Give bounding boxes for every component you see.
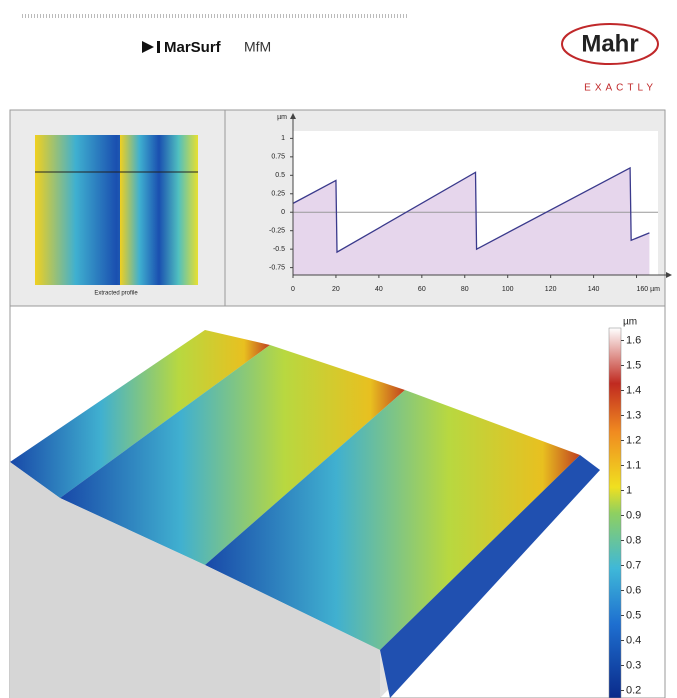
y-axis-label: µm (277, 114, 287, 121)
x-tick-label: 40 (375, 286, 383, 293)
y-tick-label: 0.75 (271, 154, 285, 161)
colorbar-tick-label: 0.2 (626, 684, 641, 696)
colorbar-tick-label: 0.9 (626, 509, 641, 521)
x-tick-label: 160 µm (637, 286, 661, 293)
x-tick-label: 0 (291, 286, 295, 293)
y-tick-label: -0.75 (269, 264, 285, 271)
tagline: EXACTLY (584, 83, 657, 94)
y-tick-label: -0.25 (269, 228, 285, 235)
colorbar-tick-label: 1.2 (626, 434, 641, 446)
colorbar-tick-label: 0.6 (626, 584, 641, 596)
colorbar-tick-label: 0.8 (626, 534, 641, 546)
y-tick-label: -0.5 (273, 246, 285, 253)
colorbar-tick-label: 0.4 (626, 634, 641, 646)
x-tick-label: 20 (332, 286, 340, 293)
thumbnail-caption: Extracted profile (94, 291, 138, 297)
page: MarSurf MfM Mahr EXACTLY Extracted profi… (0, 0, 677, 698)
brand: Mahr (581, 30, 638, 57)
y-tick-label: 0 (281, 209, 285, 216)
x-tick-label: 140 (588, 286, 600, 293)
colorbar-tick-label: 0.3 (626, 659, 641, 671)
product-suffix: MfM (244, 39, 271, 55)
colorbar-tick-label: 1.4 (626, 384, 641, 396)
y-tick-label: 0.5 (275, 172, 285, 179)
colorbar (609, 328, 621, 698)
arrow-icon (142, 41, 154, 53)
colorbar-tick-label: 1.3 (626, 409, 641, 421)
colorbar-tick-label: 0.7 (626, 559, 641, 571)
colorbar-tick-label: 0.5 (626, 609, 641, 621)
y-tick-label: 1 (281, 135, 285, 142)
colorbar-tick-label: 1.1 (626, 459, 641, 471)
colorbar-tick-label: 1.6 (626, 334, 641, 346)
colorbar-tick-label: 1 (626, 484, 632, 496)
x-arrow (666, 272, 672, 278)
x-tick-label: 80 (461, 286, 469, 293)
bar-icon (157, 41, 160, 53)
x-tick-label: 100 (502, 286, 514, 293)
x-tick-label: 60 (418, 286, 426, 293)
x-tick-label: 120 (545, 286, 557, 293)
product-name: MarSurf (164, 39, 222, 56)
colorbar-tick-label: 1.5 (626, 359, 641, 371)
y-tick-label: 0.25 (271, 191, 285, 198)
colorbar-label: µm (623, 317, 637, 328)
thumbnail-right (120, 135, 198, 285)
